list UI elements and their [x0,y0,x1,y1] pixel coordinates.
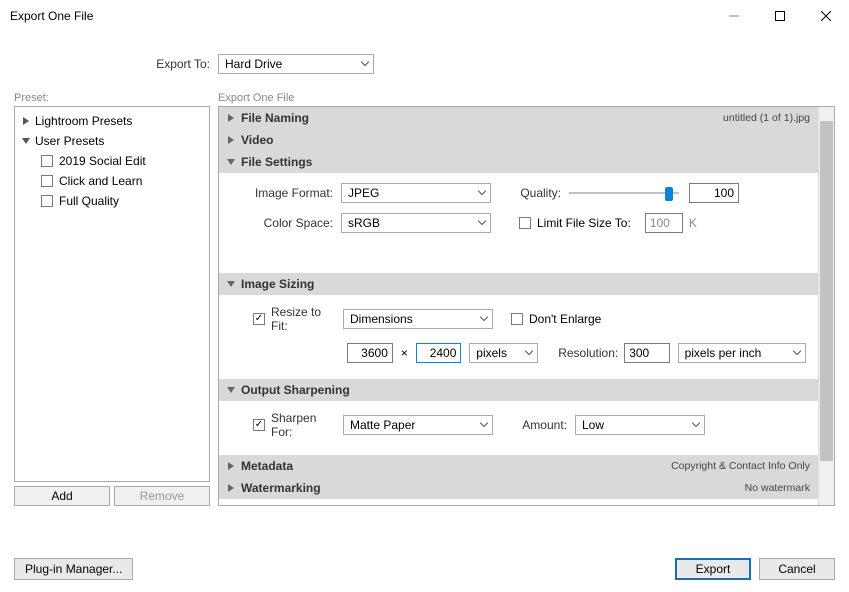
quality-label: Quality: [519,186,569,200]
resize-to-fit-label: Resize to Fit: [265,305,343,333]
chevron-down-icon [525,351,533,356]
quality-slider[interactable] [569,185,679,201]
resize-to-fit-checkbox[interactable] [253,313,265,325]
triangle-down-icon [227,383,235,397]
export-to-row: Export To: Hard Drive [0,32,849,92]
panel-title: Metadata [241,459,293,473]
chevron-down-icon [361,62,369,67]
resolution-label: Resolution: [558,346,624,360]
limit-filesize-unit: K [689,216,697,230]
resolution-unit-select[interactable]: pixels per inch [678,343,806,363]
export-button[interactable]: Export [675,558,751,580]
minimize-button[interactable] [711,0,757,32]
scrollbar-thumb[interactable] [820,121,833,461]
dimension-x: × [401,346,408,360]
sharpen-for-label: Sharpen For: [265,411,343,439]
preset-item[interactable]: Full Quality [41,191,203,211]
dont-enlarge-checkbox[interactable] [511,313,523,325]
sharpen-for-select[interactable]: Matte Paper [343,415,493,435]
sharpen-for-checkbox[interactable] [253,419,265,431]
preset-label: Preset: [14,92,210,104]
export-to-value: Hard Drive [225,57,282,71]
export-panels: File Naming untitled (1 of 1).jpg Video … [218,106,835,506]
preset-group-label: User Presets [35,134,104,148]
panel-watermarking[interactable]: Watermarking No watermark [219,477,818,499]
image-format-select[interactable]: JPEG [341,183,491,203]
export-to-label: Export To: [0,57,218,71]
remove-preset-button[interactable]: Remove [114,486,210,506]
slider-thumb[interactable] [665,187,673,201]
resize-mode-select[interactable]: Dimensions [343,309,493,329]
cancel-button[interactable]: Cancel [759,558,835,580]
preset-group-user[interactable]: User Presets [21,131,203,151]
limit-filesize-input[interactable] [645,213,683,233]
panel-video[interactable]: Video [219,129,818,151]
chevron-down-icon [480,317,488,322]
panel-title: Video [241,133,273,147]
plugin-manager-button[interactable]: Plug-in Manager... [14,558,133,580]
window-title: Export One File [10,9,711,23]
triangle-right-icon [21,117,31,125]
preset-list: Lightroom Presets User Presets 2019 Soci… [14,106,210,482]
panel-summary: untitled (1 of 1).jpg [723,112,810,124]
export-to-select[interactable]: Hard Drive [218,54,374,74]
image-format-label: Image Format: [231,186,341,200]
file-settings-body: Image Format: JPEG Quality: [219,173,818,249]
checkbox[interactable] [41,195,53,207]
checkbox[interactable] [41,155,53,167]
maximize-button[interactable] [757,0,803,32]
panel-metadata[interactable]: Metadata Copyright & Contact Info Only [219,455,818,477]
chevron-down-icon [478,221,486,226]
panel-title: Image Sizing [241,277,314,291]
output-sharpening-body: Sharpen For: Matte Paper Amount: Low [219,401,818,455]
amount-select[interactable]: Low [575,415,705,435]
triangle-right-icon [227,111,235,125]
triangle-right-icon [227,481,235,495]
triangle-right-icon [227,133,235,147]
panel-title: File Settings [241,155,312,169]
preset-group-label: Lightroom Presets [35,114,132,128]
panel-summary: Copyright & Contact Info Only [671,460,810,472]
size-unit-select[interactable]: pixels [469,343,538,363]
amount-label: Amount: [521,418,575,432]
panel-title: Output Sharpening [241,383,350,397]
panel-file-naming[interactable]: File Naming untitled (1 of 1).jpg [219,107,818,129]
panel-title: Watermarking [241,481,321,495]
chevron-down-icon [793,351,801,356]
add-preset-button[interactable]: Add [14,486,110,506]
quality-input[interactable] [689,183,739,203]
panel-summary: No watermark [745,482,810,494]
triangle-down-icon [227,277,235,291]
panel-image-sizing[interactable]: Image Sizing [219,273,818,295]
color-space-select[interactable]: sRGB [341,213,491,233]
triangle-down-icon [227,155,235,169]
preset-item[interactable]: Click and Learn [41,171,203,191]
preset-item-label: 2019 Social Edit [59,154,146,168]
chevron-down-icon [480,423,488,428]
color-space-label: Color Space: [231,216,341,230]
panel-file-settings[interactable]: File Settings [219,151,818,173]
triangle-right-icon [227,459,235,473]
width-input[interactable] [347,343,393,363]
close-button[interactable] [803,0,849,32]
checkbox[interactable] [41,175,53,187]
chevron-down-icon [478,191,486,196]
height-input[interactable] [416,343,462,363]
titlebar: Export One File [0,0,849,32]
triangle-down-icon [21,137,31,145]
scrollbar[interactable] [818,107,834,505]
limit-filesize-label: Limit File Size To: [537,216,631,230]
panel-output-sharpening[interactable]: Output Sharpening [219,379,818,401]
panel-title: File Naming [241,111,309,125]
panels-label: Export One File [218,92,835,104]
preset-item[interactable]: 2019 Social Edit [41,151,203,171]
chevron-down-icon [692,423,700,428]
preset-group-lightroom[interactable]: Lightroom Presets [21,111,203,131]
preset-item-label: Click and Learn [59,174,142,188]
dont-enlarge-label: Don't Enlarge [529,312,601,326]
preset-item-label: Full Quality [59,194,119,208]
image-sizing-body: Resize to Fit: Dimensions Don't Enlarge … [219,295,818,379]
limit-filesize-checkbox[interactable] [519,217,531,229]
resolution-input[interactable] [624,343,670,363]
